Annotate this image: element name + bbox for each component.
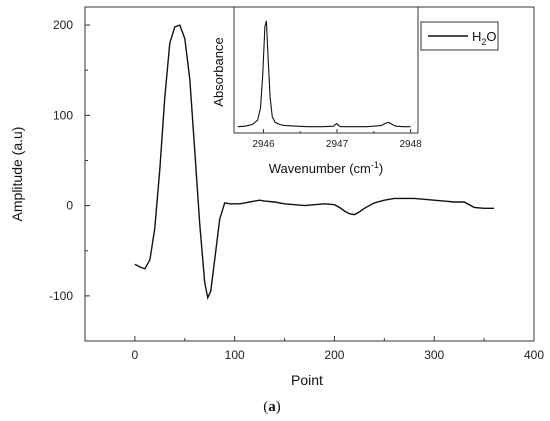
x-tick-label-1: 100 [225, 348, 245, 362]
inset-axis-ticks: 2946 2947 2948 [252, 129, 422, 150]
inset-x-tick-label-1: 2947 [326, 139, 349, 150]
x-tick-label-2: 200 [324, 348, 344, 362]
inset-x-axis-title: Wavenumber (cm-1) [269, 160, 383, 176]
h2o-series-line [134, 24, 495, 300]
inset-plot-frame [233, 6, 419, 134]
figure-caption: (a) [263, 399, 281, 415]
y-tick-label-3: 200 [53, 18, 73, 32]
legend: H2O [420, 21, 499, 51]
x-tick-label-3: 300 [424, 348, 444, 362]
y-axis-title: Amplitude (a.u) [9, 127, 25, 222]
x-tick-label-0: 0 [132, 348, 139, 362]
y-tick-label-1: 0 [66, 199, 73, 213]
inset-x-tick-label-2: 2948 [400, 139, 423, 150]
inset-y-axis-title: Absorbance [211, 37, 226, 106]
x-axis-title: Point [291, 372, 323, 388]
y-tick-label-2: 100 [53, 108, 73, 122]
main-axis-ticks: 0 100 200 300 400 -100 0 100 200 [49, 18, 544, 362]
x-tick-label-4: 400 [524, 348, 544, 362]
legend-label-h2o: H2O [472, 29, 497, 47]
y-tick-label-0: -100 [49, 289, 73, 303]
inset-x-tick-label-0: 2946 [252, 139, 275, 150]
inset-spectrum-line [237, 20, 411, 128]
